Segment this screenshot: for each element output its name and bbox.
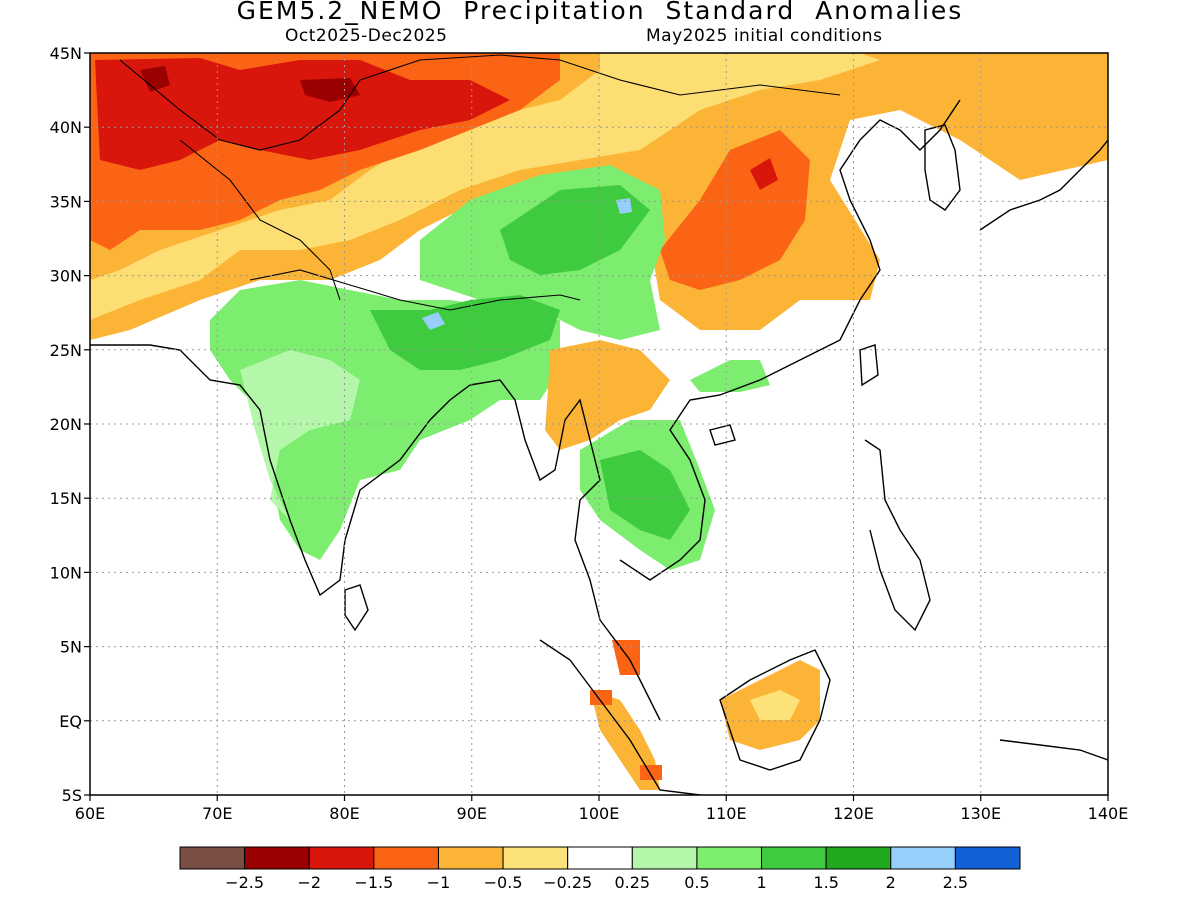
gridlines — [90, 53, 1108, 795]
lat-tick-label: 45N — [50, 44, 82, 63]
colorbar-label: 1 — [756, 873, 766, 892]
forecast-period: Oct2025-Dec2025 — [285, 26, 448, 46]
colorbar-swatch — [631, 846, 698, 870]
lon-tick-label: 140E — [1088, 804, 1129, 823]
border-central-asia — [119, 59, 361, 151]
colorbar-swatch — [825, 846, 892, 870]
lat-tick-label: 5N — [60, 638, 82, 657]
anomaly-wet-tibet-core — [500, 185, 650, 275]
lat-tick-label: 5S — [62, 786, 82, 805]
colorbar-swatch — [308, 846, 375, 870]
coastline-new-guinea — [999, 739, 1108, 761]
coastline-philippines — [864, 439, 931, 632]
colorbar-swatch — [373, 846, 439, 870]
colorbar-label: −2 — [297, 873, 321, 892]
coastline-bay-of-bengal — [469, 379, 661, 721]
colorbar-swatch — [954, 846, 1021, 870]
lon-tick-label: 120E — [833, 804, 874, 823]
lon-tick-label: 60E — [75, 804, 105, 823]
coastline-taiwan — [859, 344, 879, 387]
border-pakistan — [179, 139, 341, 301]
border-china-mongolia — [359, 54, 841, 96]
lat-tick-label: 15N — [50, 489, 82, 508]
anomaly-core-south-china-red — [750, 158, 778, 190]
anomaly-dry-sumatra-core-3 — [640, 765, 662, 780]
border-himalaya — [249, 269, 581, 311]
coastline-india — [90, 344, 471, 597]
coastline-borneo — [719, 649, 831, 771]
colorbar-label: 2.5 — [943, 873, 968, 892]
anomaly-wet-india-light — [240, 350, 360, 520]
colorbar-label: −2.5 — [225, 873, 264, 892]
lon-tick-label: 130E — [960, 804, 1001, 823]
colorbar-swatch — [179, 846, 246, 870]
colorbar-label: 1.5 — [813, 873, 838, 892]
lat-tick-label: 35N — [50, 192, 82, 211]
lat-tick-label: EQ — [59, 712, 82, 731]
anomaly-region-pale — [90, 53, 880, 320]
colorbar-label: −0.25 — [543, 873, 592, 892]
colorbar-label: 2 — [886, 873, 896, 892]
anomaly-core-northwest-darkred-2 — [140, 66, 170, 92]
colorbar-swatch — [244, 846, 310, 870]
anomaly-core-northwest-red — [95, 58, 510, 170]
coastlines — [90, 54, 1108, 795]
anomaly-wet-indochina-core — [600, 450, 690, 540]
colorbar-label: −0.5 — [484, 873, 523, 892]
anomaly-wet-nepal-max — [422, 312, 445, 330]
anomaly-wet-tibet-max — [616, 198, 632, 214]
colorbar-swatch — [437, 846, 504, 870]
lat-tick-label: 20N — [50, 415, 82, 434]
colorbar-swatch — [761, 846, 827, 870]
anomaly-dry-myanmar — [545, 340, 670, 450]
lat-tick-label: 25N — [50, 341, 82, 360]
longitude-labels: 60E 70E 80E 90E 100E 110E 120E 130E 140E — [75, 795, 1129, 823]
coastline-japan — [979, 139, 1108, 231]
coastline-indochina — [619, 99, 961, 581]
coastline-korea — [924, 124, 961, 211]
coastline-hainan — [709, 424, 736, 446]
colorbar-swatch — [502, 846, 569, 870]
colorbar-label: 0.25 — [614, 873, 650, 892]
anomaly-wet-bengal — [370, 295, 560, 370]
colorbar-label: −1.5 — [354, 873, 393, 892]
initial-conditions: May2025 initial conditions — [646, 26, 883, 46]
anomaly-dry-sumatra-core — [612, 640, 640, 675]
lon-tick-label: 110E — [706, 804, 747, 823]
colorbar-label: −1 — [427, 873, 451, 892]
anomaly-dry-borneo-pale — [750, 690, 800, 720]
colorbar-label: 0.5 — [684, 873, 709, 892]
colorbar: −2.5 −2 −1.5 −1 −0.5 −0.25 0.25 0.5 1 1.5 2 2.5 — [179, 846, 1021, 892]
map-title: GEM5.2_NEMO Precipitation Standard Anoma… — [236, 0, 964, 25]
latitude-labels: 45N 40N 35N 30N 25N 20N 15N 10N 5N EQ 5S — [50, 44, 90, 805]
anomaly-dry-sumatra-core-2 — [590, 690, 612, 705]
coastline-sri-lanka — [344, 584, 369, 632]
anomaly-wet-south-china-coast — [690, 360, 770, 392]
colorbar-swatch — [696, 846, 763, 870]
lon-tick-label: 100E — [579, 804, 620, 823]
colorbar-swatch — [567, 846, 633, 870]
lat-tick-label: 40N — [50, 118, 82, 137]
lat-tick-label: 30N — [50, 267, 82, 286]
coastline-sumatra — [539, 639, 701, 795]
lon-tick-label: 90E — [457, 804, 487, 823]
lon-tick-label: 80E — [329, 804, 359, 823]
anomaly-field — [90, 53, 1108, 790]
lat-tick-label: 10N — [50, 563, 82, 582]
colorbar-swatch — [890, 846, 956, 870]
lon-tick-label: 70E — [202, 804, 232, 823]
